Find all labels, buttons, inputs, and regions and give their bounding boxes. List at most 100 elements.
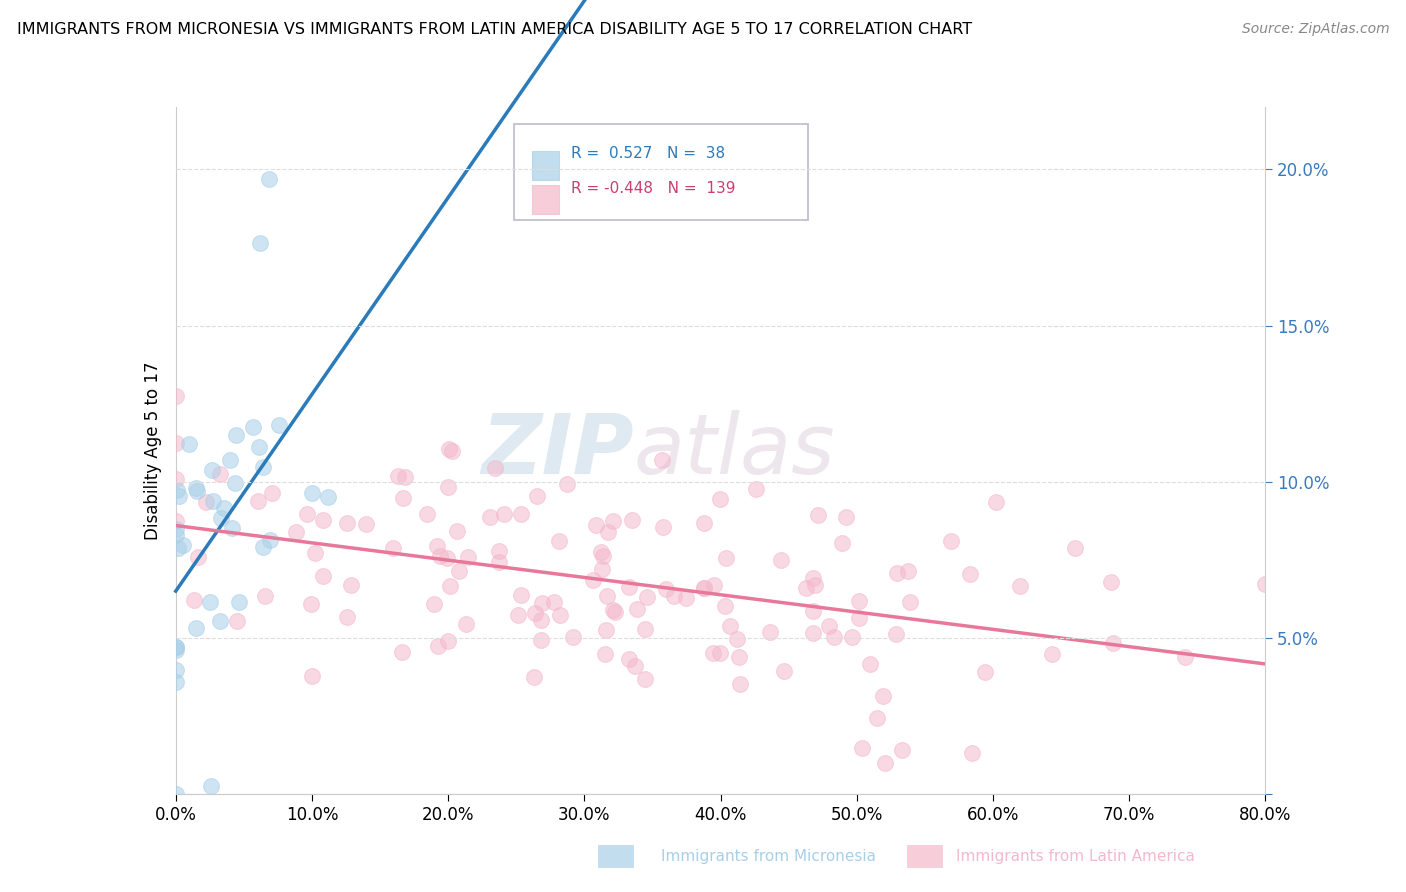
Point — [254, 589, 277, 603]
Point — [212, 500, 235, 515]
Point — [165, 640, 187, 654]
Point — [725, 632, 748, 647]
Point — [259, 533, 281, 548]
Point — [200, 780, 222, 794]
Point — [595, 589, 617, 603]
Point — [550, 608, 572, 623]
Point — [179, 437, 201, 451]
Point — [807, 508, 830, 523]
Point — [898, 595, 921, 609]
Point — [187, 550, 209, 565]
Point — [436, 551, 458, 566]
Point — [960, 747, 983, 761]
Text: R = -0.448   N =  139: R = -0.448 N = 139 — [571, 180, 735, 195]
Point — [246, 494, 269, 508]
Point — [841, 631, 863, 645]
Point — [939, 534, 962, 549]
Point — [675, 591, 697, 605]
Point — [634, 672, 657, 686]
Point — [621, 513, 644, 527]
Text: Source: ZipAtlas.com: Source: ZipAtlas.com — [1241, 22, 1389, 37]
Point — [439, 442, 461, 456]
Point — [794, 582, 817, 596]
Point — [510, 588, 533, 602]
Point — [617, 580, 640, 594]
Point — [224, 476, 246, 491]
Point — [219, 453, 242, 467]
Point — [859, 657, 882, 671]
Point — [285, 524, 308, 539]
Point — [488, 543, 510, 558]
Point — [484, 460, 506, 475]
Text: Immigrants from Micronesia: Immigrants from Micronesia — [661, 849, 876, 863]
Point — [165, 514, 187, 528]
Point — [165, 523, 187, 537]
Point — [818, 619, 841, 633]
Point — [693, 516, 716, 530]
Point — [208, 467, 231, 482]
Point — [172, 538, 194, 552]
Point — [1008, 579, 1031, 593]
Point — [890, 743, 912, 757]
Point — [221, 521, 243, 535]
Point — [299, 597, 322, 611]
Point — [165, 674, 187, 689]
Point — [617, 652, 640, 666]
Point — [582, 573, 605, 587]
Point — [727, 650, 749, 665]
Point — [391, 491, 413, 505]
Point — [506, 608, 529, 623]
Point — [165, 643, 187, 657]
Point — [872, 689, 894, 703]
Point — [526, 489, 548, 503]
Point — [523, 670, 546, 684]
Point — [394, 470, 416, 484]
Point — [426, 639, 449, 653]
Point — [595, 623, 617, 637]
Point — [831, 536, 853, 550]
FancyBboxPatch shape — [531, 151, 560, 180]
Point — [201, 493, 224, 508]
Point — [692, 581, 714, 595]
Point — [714, 550, 737, 565]
Point — [592, 549, 614, 563]
Point — [209, 511, 232, 525]
Point — [593, 647, 616, 661]
Point — [446, 524, 468, 539]
Point — [702, 646, 724, 660]
Point — [823, 630, 845, 644]
Point — [602, 603, 624, 617]
Point — [547, 534, 569, 549]
Point — [959, 566, 981, 581]
Point — [896, 564, 918, 578]
Point — [225, 614, 247, 628]
Point — [1101, 636, 1123, 650]
Point — [198, 595, 221, 609]
Point — [1063, 541, 1085, 556]
Point — [662, 589, 685, 603]
Point — [834, 510, 856, 524]
Point — [714, 599, 737, 613]
Point — [429, 549, 451, 563]
Point — [194, 494, 217, 508]
Point — [184, 481, 207, 495]
Point — [426, 539, 449, 553]
Text: ZIP: ZIP — [481, 410, 633, 491]
Text: atlas: atlas — [633, 410, 835, 491]
Point — [437, 634, 460, 648]
Point — [530, 632, 553, 647]
Point — [167, 541, 190, 555]
Point — [312, 569, 335, 583]
Point — [524, 606, 547, 620]
Point — [596, 525, 619, 540]
Point — [454, 616, 477, 631]
Point — [591, 562, 613, 576]
Point — [562, 630, 585, 644]
Point — [449, 565, 471, 579]
Point — [391, 645, 413, 659]
Point — [301, 669, 323, 683]
Point — [974, 665, 997, 680]
Point — [252, 459, 274, 474]
Point — [423, 597, 446, 611]
Point — [312, 513, 335, 527]
